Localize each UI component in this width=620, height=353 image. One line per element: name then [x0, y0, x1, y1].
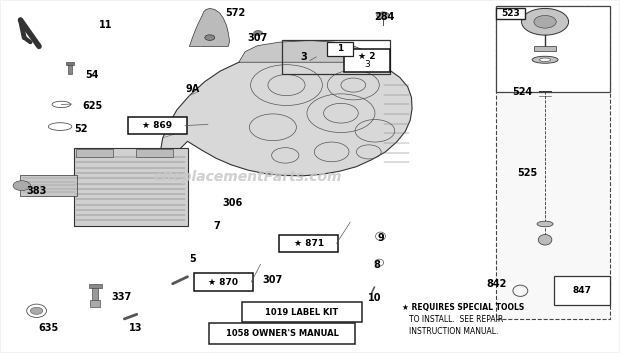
Text: INSTRUCTION MANUAL.: INSTRUCTION MANUAL.	[409, 327, 498, 336]
Circle shape	[534, 16, 556, 28]
Text: 13: 13	[129, 323, 143, 333]
Text: 8: 8	[373, 260, 380, 270]
Text: ★ 869: ★ 869	[142, 121, 172, 130]
Text: 383: 383	[27, 186, 46, 196]
FancyBboxPatch shape	[495, 8, 525, 19]
Bar	[92, 287, 99, 301]
FancyBboxPatch shape	[344, 49, 390, 72]
Text: 10: 10	[368, 293, 381, 303]
Bar	[534, 46, 556, 50]
Text: 572: 572	[226, 8, 246, 18]
Bar	[68, 64, 73, 74]
Text: 523: 523	[501, 9, 520, 18]
Text: 54: 54	[86, 70, 99, 79]
Text: 9: 9	[378, 233, 384, 243]
Text: eReplacementParts.com: eReplacementParts.com	[154, 169, 342, 184]
FancyBboxPatch shape	[279, 234, 339, 252]
Text: ★ 870: ★ 870	[208, 277, 239, 287]
Ellipse shape	[532, 56, 558, 63]
FancyBboxPatch shape	[128, 117, 187, 134]
Bar	[20, 175, 78, 196]
FancyBboxPatch shape	[327, 42, 353, 56]
Ellipse shape	[537, 221, 553, 227]
Text: 284: 284	[374, 12, 394, 22]
Text: ★ 2: ★ 2	[358, 52, 376, 61]
Text: 3: 3	[301, 52, 307, 62]
Text: 307: 307	[247, 32, 268, 43]
Ellipse shape	[538, 234, 552, 245]
FancyBboxPatch shape	[193, 273, 253, 291]
Text: ★ REQUIRES SPECIAL TOOLS: ★ REQUIRES SPECIAL TOOLS	[402, 303, 524, 312]
Bar	[495, 6, 610, 319]
Circle shape	[521, 8, 569, 35]
Text: 1: 1	[337, 44, 343, 53]
Bar	[554, 276, 610, 305]
Bar	[74, 148, 188, 226]
Circle shape	[254, 31, 262, 36]
Text: TO INSTALL.  SEE REPAIR: TO INSTALL. SEE REPAIR	[409, 315, 503, 324]
Text: 306: 306	[223, 198, 243, 208]
Bar	[495, 6, 610, 92]
Polygon shape	[189, 8, 229, 46]
FancyBboxPatch shape	[242, 302, 362, 322]
Text: 5: 5	[189, 254, 196, 264]
Text: 842: 842	[487, 279, 507, 289]
Text: 847: 847	[573, 286, 591, 295]
Bar	[89, 285, 102, 288]
FancyBboxPatch shape	[209, 323, 355, 343]
Bar	[136, 149, 172, 157]
Polygon shape	[161, 49, 412, 176]
Bar	[76, 149, 113, 157]
Text: 307: 307	[263, 275, 283, 285]
Text: 7: 7	[214, 221, 221, 231]
Text: 1019 LABEL KIT: 1019 LABEL KIT	[265, 308, 339, 317]
Text: 524: 524	[513, 87, 533, 97]
Text: 635: 635	[39, 323, 59, 333]
Text: 11: 11	[99, 20, 113, 30]
Bar	[66, 62, 74, 65]
Circle shape	[377, 12, 389, 19]
Text: 3: 3	[364, 60, 370, 68]
Ellipse shape	[539, 58, 551, 61]
Polygon shape	[239, 41, 381, 62]
Text: eReplacementParts.com: eReplacementParts.com	[154, 169, 342, 184]
Bar	[91, 300, 100, 307]
Text: 52: 52	[74, 124, 88, 134]
Text: 525: 525	[518, 168, 538, 178]
Circle shape	[30, 307, 43, 314]
Text: ★ 871: ★ 871	[294, 239, 324, 248]
Text: 9A: 9A	[185, 84, 200, 94]
Circle shape	[13, 181, 30, 191]
Text: 1058 OWNER'S MANUAL: 1058 OWNER'S MANUAL	[226, 329, 339, 338]
Text: 337: 337	[112, 292, 132, 302]
Circle shape	[205, 35, 215, 41]
Text: 625: 625	[82, 101, 102, 111]
Bar	[282, 41, 391, 74]
